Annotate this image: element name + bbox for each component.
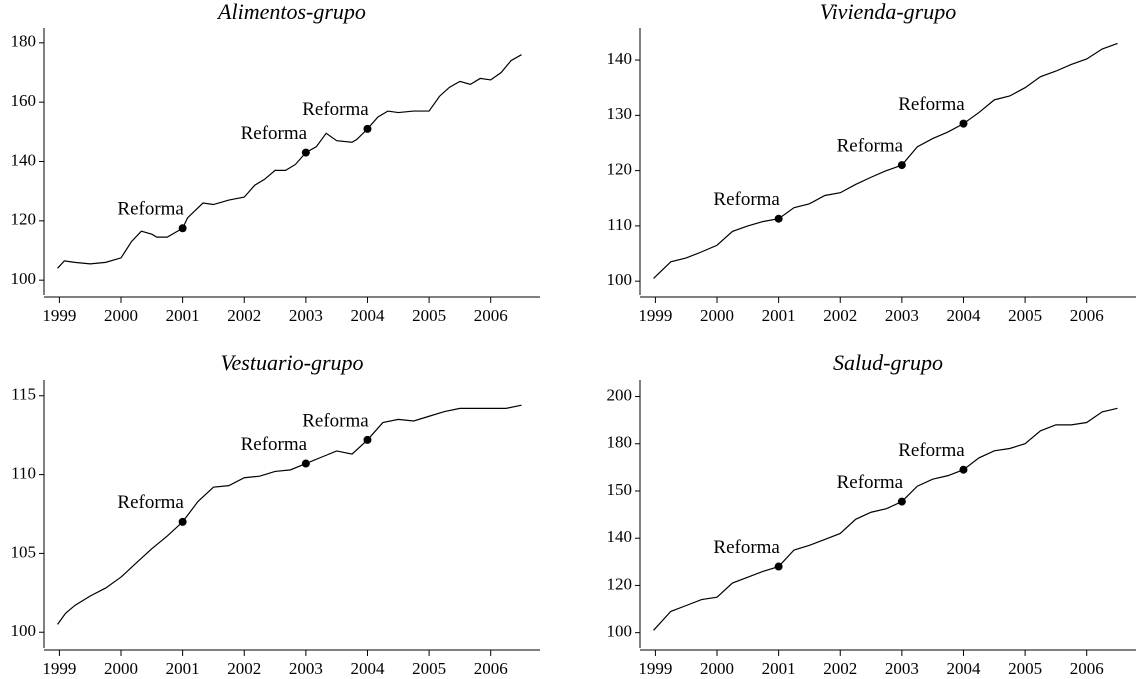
series-line xyxy=(57,404,522,625)
y-tick-label: 130 xyxy=(607,104,633,123)
x-tick-label: 2006 xyxy=(474,659,508,678)
reform-point xyxy=(301,148,310,157)
y-tick-label: 120 xyxy=(607,574,633,593)
reform-point xyxy=(363,124,372,133)
series-line xyxy=(653,407,1118,631)
x-tick-label: 2006 xyxy=(474,306,508,325)
x-tick-label: 2004 xyxy=(946,659,981,678)
annotation: Reforma xyxy=(117,492,184,513)
y-tick-label: 160 xyxy=(11,91,37,110)
x-tick-label: 2003 xyxy=(289,306,323,325)
x-tick-label: 2006 xyxy=(1070,659,1104,678)
x-tick-label: 2005 xyxy=(412,306,446,325)
series-line xyxy=(57,54,522,269)
y-tick-label: 110 xyxy=(607,215,632,234)
y-tick-label: 100 xyxy=(607,622,633,641)
y-tick-label: 100 xyxy=(607,270,633,289)
y-tick-label: 150 xyxy=(607,480,633,499)
chart-title: Salud-grupo xyxy=(833,350,943,375)
y-tick-label: 100 xyxy=(11,621,37,640)
y-tick-label: 100 xyxy=(11,269,37,288)
y-tick-label: 105 xyxy=(11,542,37,561)
x-tick-label: 2003 xyxy=(885,306,919,325)
x-tick-label: 2001 xyxy=(762,306,796,325)
reform-point xyxy=(774,214,783,223)
y-tick-label: 180 xyxy=(607,433,633,452)
reform-point xyxy=(897,161,906,170)
reform-point xyxy=(178,224,187,233)
x-tick-label: 2001 xyxy=(166,306,200,325)
y-tick-label: 200 xyxy=(607,385,633,404)
x-tick-label: 2005 xyxy=(1008,306,1042,325)
x-tick-label: 2002 xyxy=(227,306,261,325)
x-tick-label: 1999 xyxy=(42,306,76,325)
annotation: Reforma xyxy=(713,537,780,558)
reform-point xyxy=(959,465,968,474)
y-tick-label: 140 xyxy=(607,527,633,546)
x-tick-label: 1999 xyxy=(638,306,672,325)
x-tick-label: 2003 xyxy=(885,659,919,678)
x-tick-label: 2000 xyxy=(104,306,138,325)
chart-title: Alimentos-grupo xyxy=(216,0,366,24)
annotation: Reforma xyxy=(898,94,965,115)
y-tick-label: 115 xyxy=(11,385,36,404)
x-tick-label: 1999 xyxy=(42,659,76,678)
annotation: Reforma xyxy=(302,99,369,120)
y-tick-label: 140 xyxy=(11,150,37,169)
y-tick-label: 110 xyxy=(11,463,36,482)
annotation: Reforma xyxy=(713,189,780,210)
x-tick-label: 2001 xyxy=(762,659,796,678)
reform-point xyxy=(363,435,372,444)
annotation: Reforma xyxy=(837,472,904,493)
x-tick-label: 2006 xyxy=(1070,306,1104,325)
y-tick-label: 120 xyxy=(607,160,633,179)
y-tick-label: 180 xyxy=(11,32,37,51)
x-tick-label: 2000 xyxy=(104,659,138,678)
x-tick-label: 2005 xyxy=(412,659,446,678)
x-tick-label: 2003 xyxy=(289,659,323,678)
x-tick-label: 2001 xyxy=(166,659,200,678)
x-tick-label: 2004 xyxy=(350,306,385,325)
series-line xyxy=(653,42,1118,279)
reform-point xyxy=(301,459,310,468)
x-tick-label: 2000 xyxy=(700,659,734,678)
y-tick-label: 120 xyxy=(11,210,37,229)
chart-title: Vestuario-grupo xyxy=(221,350,364,375)
x-tick-label: 2004 xyxy=(350,659,385,678)
reform-point xyxy=(897,497,906,506)
reform-point xyxy=(178,517,187,526)
annotation: Reforma xyxy=(898,440,965,461)
annotation: Reforma xyxy=(117,199,184,220)
annotation: Reforma xyxy=(302,410,369,431)
reform-point xyxy=(959,119,968,128)
x-tick-label: 2000 xyxy=(700,306,734,325)
x-tick-label: 2002 xyxy=(823,306,857,325)
x-tick-label: 2002 xyxy=(823,659,857,678)
x-tick-label: 2004 xyxy=(946,306,981,325)
chart-title: Vivienda-grupo xyxy=(820,0,956,24)
x-tick-label: 1999 xyxy=(638,659,672,678)
reform-point xyxy=(774,562,783,571)
x-tick-label: 2005 xyxy=(1008,659,1042,678)
annotation: Reforma xyxy=(241,434,308,455)
y-tick-label: 140 xyxy=(607,49,633,68)
annotation: Reforma xyxy=(837,135,904,156)
x-tick-label: 2002 xyxy=(227,659,261,678)
annotation: Reforma xyxy=(241,123,308,144)
